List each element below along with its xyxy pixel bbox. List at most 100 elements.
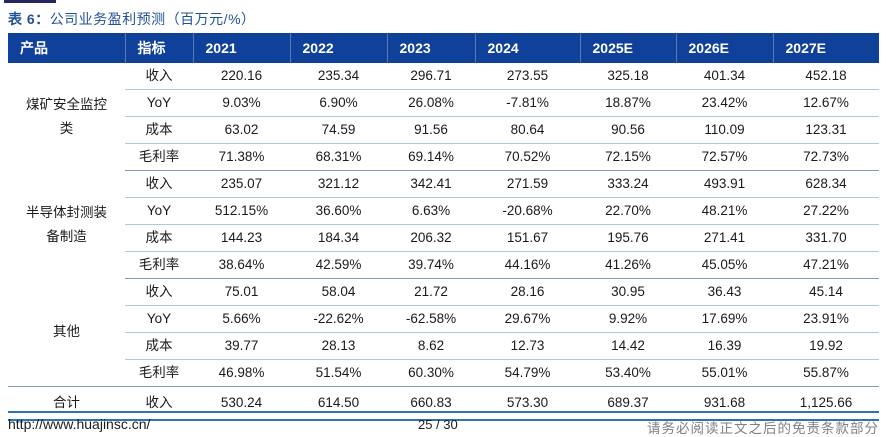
footer-disclaimer: 请务必阅读正文之后的免责条款部分 xyxy=(647,421,879,436)
table-row: 半导体封测装备制造 收入 235.07 321.12 342.41 271.59… xyxy=(8,170,879,279)
value-cell: 90.56 xyxy=(580,116,676,144)
header-2026e: 2026E xyxy=(675,33,773,63)
value-cell: 401.34 xyxy=(676,63,773,90)
header-2022: 2022 xyxy=(289,33,387,63)
value-cell: 58.04 xyxy=(290,278,387,306)
value-cell: 27.22% xyxy=(773,197,879,225)
table-row: 成本 144.23 184.34 206.32 151.67 195.76 27… xyxy=(8,224,879,252)
table-row: 煤矿安全监控类 收入 220.16 235.34 296.71 273.55 3… xyxy=(8,63,879,171)
value-cell: 331.70 xyxy=(773,224,879,252)
header-2021: 2021 xyxy=(192,33,290,63)
value-cell: 333.24 xyxy=(580,170,676,198)
table-title-label: 表 6： xyxy=(8,11,50,27)
value-cell: 23.42% xyxy=(676,89,773,117)
value-cell: 296.71 xyxy=(387,63,475,90)
value-cell: 195.76 xyxy=(580,224,676,252)
value-cell: 144.23 xyxy=(193,224,290,252)
product-cell: 半导体封测装备制造 xyxy=(8,170,125,279)
indicator-cell: 毛利率 xyxy=(125,143,193,171)
value-cell: 22.70% xyxy=(580,197,676,225)
value-cell: 72.15% xyxy=(580,143,676,171)
indicator-cell: 收入 xyxy=(125,170,193,198)
value-cell: 23.91% xyxy=(773,305,879,333)
indicator-cell: 收入 xyxy=(125,278,193,306)
table-row: 成本 39.77 28.13 8.62 12.73 14.42 16.39 19… xyxy=(8,332,879,360)
page-top-logo-fragment xyxy=(4,0,56,3)
value-cell: 573.30 xyxy=(475,386,580,421)
value-cell: 91.56 xyxy=(387,116,475,144)
value-cell: 9.92% xyxy=(580,305,676,333)
indicator-cell: 收入 xyxy=(125,63,193,90)
value-cell: 271.41 xyxy=(676,224,773,252)
footer-url-link[interactable]: http://www.huajinsc.cn/ xyxy=(8,416,151,432)
indicator-cell: 收入 xyxy=(125,386,193,421)
value-cell: 8.62 xyxy=(387,332,475,360)
header-2023: 2023 xyxy=(386,33,475,63)
table-title-text: 公司业务盈利预测（百万元/%） xyxy=(49,11,256,27)
value-cell: 74.59 xyxy=(290,116,387,144)
value-cell: 6.63% xyxy=(387,197,475,225)
footer-divider xyxy=(8,411,879,413)
indicator-cell: 成本 xyxy=(125,224,193,252)
table-row: 成本 63.02 74.59 91.56 80.64 90.56 110.09 … xyxy=(8,116,879,144)
header-2024: 2024 xyxy=(474,33,580,63)
value-cell: -22.62% xyxy=(290,305,387,333)
value-cell: 44.16% xyxy=(475,251,580,279)
value-cell: 30.95 xyxy=(580,278,676,306)
header-indicator: 指标 xyxy=(124,33,193,63)
footer-page-number: 25 / 30 xyxy=(418,417,458,432)
value-cell: 235.34 xyxy=(290,63,387,90)
value-cell: 45.14 xyxy=(773,278,879,306)
value-cell: 54.79% xyxy=(475,359,580,387)
product-cell: 合计 xyxy=(8,386,125,421)
table-row: 毛利率 71.38% 68.31% 69.14% 70.52% 72.15% 7… xyxy=(8,143,879,171)
value-cell: 206.32 xyxy=(387,224,475,252)
value-cell: 47.21% xyxy=(773,251,879,279)
value-cell: 75.01 xyxy=(193,278,290,306)
value-cell: 325.18 xyxy=(580,63,676,90)
indicator-cell: YoY xyxy=(125,89,193,117)
value-cell: -62.58% xyxy=(387,305,475,333)
value-cell: 321.12 xyxy=(290,170,387,198)
value-cell: 273.55 xyxy=(475,63,580,90)
value-cell: 19.92 xyxy=(773,332,879,360)
value-cell: 69.14% xyxy=(387,143,475,171)
value-cell: 17.69% xyxy=(676,305,773,333)
indicator-cell: YoY xyxy=(125,197,193,225)
value-cell: 18.87% xyxy=(580,89,676,117)
value-cell: 151.67 xyxy=(475,224,580,252)
value-cell: 28.16 xyxy=(475,278,580,306)
product-cell: 其他 xyxy=(8,278,125,387)
value-cell: 6.90% xyxy=(290,89,387,117)
value-cell: 70.52% xyxy=(475,143,580,171)
value-cell: 46.98% xyxy=(193,359,290,387)
value-cell: 80.64 xyxy=(475,116,580,144)
profit-forecast-table: 产品 指标 2021 2022 2023 2024 2025E 2026E 20… xyxy=(8,33,879,421)
value-cell: 452.18 xyxy=(773,63,879,90)
value-cell: 36.60% xyxy=(290,197,387,225)
value-cell: 123.31 xyxy=(773,116,879,144)
value-cell: 184.34 xyxy=(290,224,387,252)
value-cell: -20.68% xyxy=(475,197,580,225)
value-cell: 48.21% xyxy=(676,197,773,225)
value-cell: 5.66% xyxy=(193,305,290,333)
value-cell: 12.73 xyxy=(475,332,580,360)
value-cell: 660.83 xyxy=(387,386,475,421)
value-cell: 614.50 xyxy=(290,386,387,421)
value-cell: 71.38% xyxy=(193,143,290,171)
indicator-cell: 毛利率 xyxy=(125,359,193,387)
value-cell: 271.59 xyxy=(475,170,580,198)
table-row: YoY 9.03% 6.90% 26.08% -7.81% 18.87% 23.… xyxy=(8,89,879,117)
value-cell: 41.26% xyxy=(580,251,676,279)
value-cell: 110.09 xyxy=(676,116,773,144)
value-cell: 342.41 xyxy=(387,170,475,198)
header-product: 产品 xyxy=(8,33,125,63)
value-cell: 45.05% xyxy=(676,251,773,279)
table-title: 表 6：公司业务盈利预测（百万元/%） xyxy=(8,9,256,29)
value-cell: 60.30% xyxy=(387,359,475,387)
value-cell: 72.57% xyxy=(676,143,773,171)
value-cell: 38.64% xyxy=(193,251,290,279)
value-cell: 1,125.66 xyxy=(773,386,879,421)
profit-forecast-table-wrap: 产品 指标 2021 2022 2023 2024 2025E 2026E 20… xyxy=(8,33,879,421)
value-cell: 53.40% xyxy=(580,359,676,387)
